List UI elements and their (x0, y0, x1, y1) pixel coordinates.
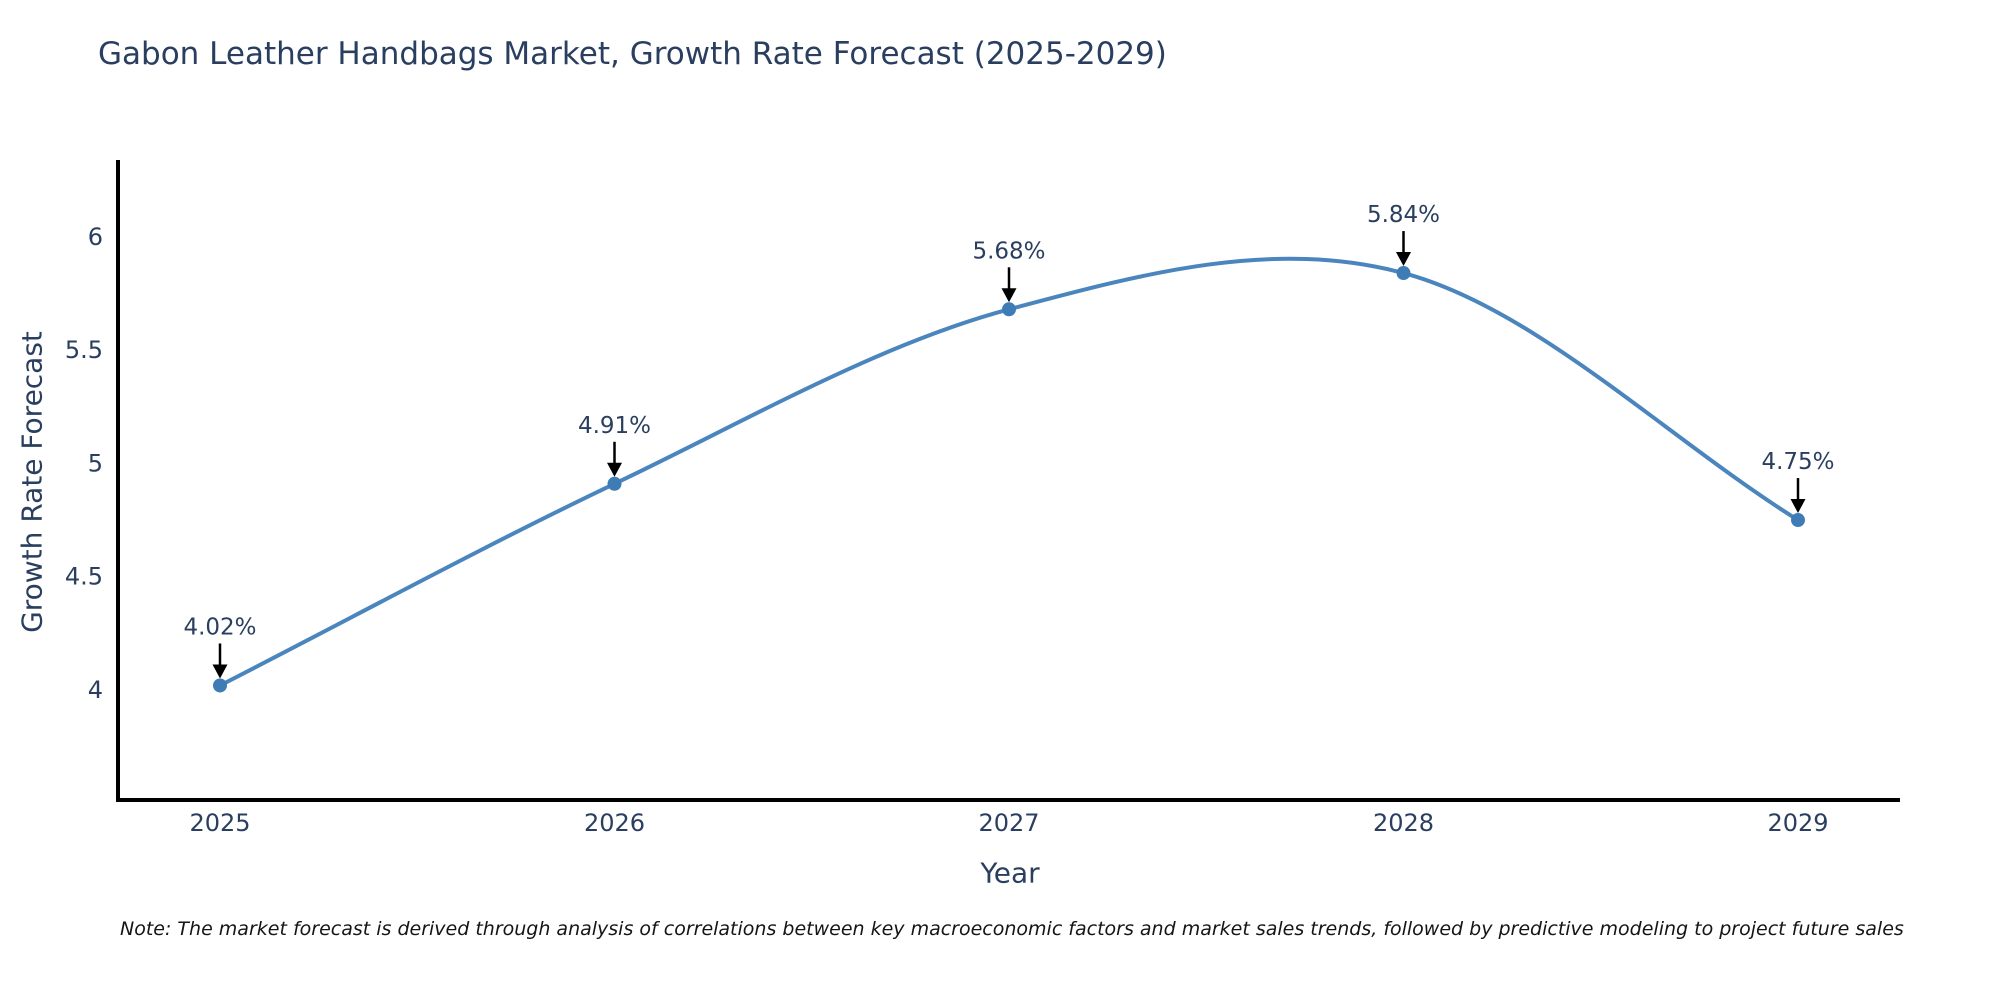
x-tick-label: 2025 (189, 809, 250, 837)
annotation-arrowhead (607, 462, 622, 477)
annotation-label: 5.84% (1367, 202, 1440, 228)
y-tick-label: 5.5 (65, 336, 103, 364)
y-tick-label: 4 (88, 676, 103, 704)
annotation-arrowhead (1790, 499, 1806, 514)
data-point-marker[interactable] (1396, 266, 1411, 281)
x-axis-title: Year (980, 856, 1040, 890)
x-tick-label: 2028 (1373, 809, 1434, 837)
data-point-marker[interactable] (1002, 302, 1016, 317)
annotation-label: 4.75% (1761, 449, 1834, 475)
data-point-marker[interactable] (607, 476, 622, 491)
annotation-label: 4.91% (578, 413, 651, 439)
series-line (219, 256, 1800, 688)
x-tick-label: 2029 (1767, 809, 1828, 837)
x-tick-label: 2026 (584, 809, 645, 837)
annotation-label: 4.02% (183, 614, 256, 640)
annotation-arrowhead (1001, 288, 1017, 303)
y-axis-title: Growth Rate Forecast (15, 331, 49, 633)
annotation-label: 5.68% (972, 238, 1045, 264)
annotation-arrowhead (212, 664, 228, 679)
x-tick-label: 2027 (978, 809, 1039, 837)
annotation-arrowhead (1396, 252, 1411, 267)
y-tick-label: 5 (88, 449, 103, 477)
data-point-marker[interactable] (213, 678, 227, 693)
chart-title: Gabon Leather Handbags Market, Growth Ra… (98, 36, 1167, 72)
footnote-text: Note: The market forecast is derived thr… (120, 918, 1904, 940)
y-tick-label: 6 (88, 223, 103, 251)
data-point-marker[interactable] (1791, 513, 1805, 528)
y-tick-label: 4.5 (65, 563, 103, 591)
